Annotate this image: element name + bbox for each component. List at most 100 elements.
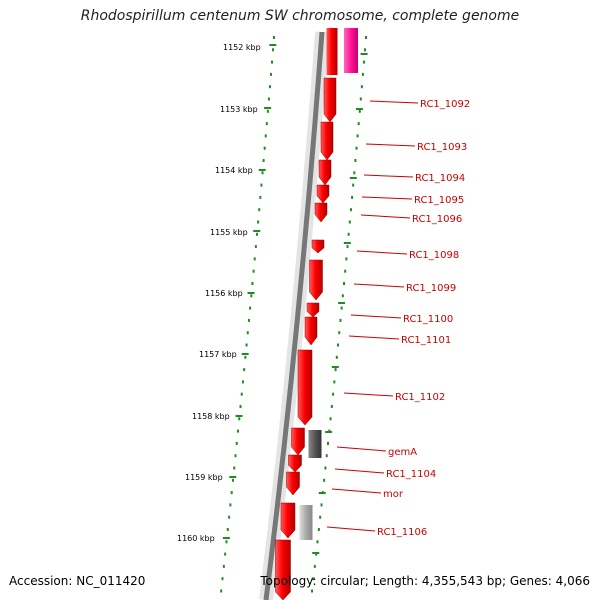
ruler-minor-tick — [250, 294, 253, 298]
outer-ring-tick — [358, 109, 361, 113]
gene-label-rc1-1104[interactable]: RC1_1104 — [386, 469, 436, 480]
gene-label-rc1-1094[interactable]: RC1_1094 — [415, 173, 465, 184]
outer-ring-tick — [362, 60, 365, 64]
leader-line — [369, 100, 419, 104]
outer-ring-tick — [344, 269, 347, 273]
gene-label-rc1-1096[interactable]: RC1_1096 — [412, 214, 462, 225]
leader-line — [343, 392, 394, 397]
ruler-minor-tick — [264, 134, 267, 138]
gene-label-rc1-1102[interactable]: RC1_1102 — [395, 392, 445, 403]
ruler-minor-tick — [221, 577, 224, 581]
outer-ring-tick — [311, 589, 314, 593]
ruler-minor-tick — [235, 441, 238, 445]
outer-ring-tick — [325, 454, 328, 458]
ruler-minor-tick — [222, 564, 225, 568]
gene-label-rc1-1099[interactable]: RC1_1099 — [406, 283, 456, 294]
genome-summary-text: Topology: circular; Length: 4,355,543 bp… — [260, 574, 590, 588]
cds-arrow — [320, 121, 334, 161]
ruler-minor-tick — [265, 122, 268, 126]
gene-label-mor[interactable]: mor — [383, 489, 404, 500]
leader-line — [365, 143, 416, 147]
feature-track — [275, 28, 358, 600]
outer-ring-tick — [353, 171, 356, 175]
ruler-major-tick — [229, 476, 237, 478]
ruler-minor-tick — [273, 36, 275, 39]
ruler-minor-tick — [266, 109, 269, 113]
outer-ring-tick — [329, 417, 332, 421]
outer-ring-tick — [352, 183, 355, 187]
gene-label-rc1-1092[interactable]: RC1_1092 — [420, 99, 470, 110]
leader-line — [356, 250, 408, 255]
ruler-minor-tick — [255, 232, 258, 236]
outer-ring-tick — [337, 343, 340, 347]
ruler-minor-tick — [249, 306, 252, 310]
leader-line — [363, 174, 414, 178]
gene-label-gema[interactable]: gemA — [388, 447, 417, 458]
outer-ring-tick — [319, 515, 322, 519]
outer-ring-tick — [316, 540, 319, 544]
leader-line — [361, 196, 413, 200]
kbp-ruler — [220, 36, 277, 593]
outer-ring-major-tick — [360, 53, 368, 55]
ruler-minor-tick — [271, 48, 274, 52]
gene-label-rc1-1095[interactable]: RC1_1095 — [414, 195, 464, 206]
ruler-minor-tick — [241, 380, 244, 384]
ruler-minor-tick — [252, 269, 255, 273]
outer-ring-tick — [351, 195, 354, 199]
ruler-minor-tick — [220, 589, 223, 593]
gene-label-rc1-1101[interactable]: RC1_1101 — [401, 335, 451, 346]
outer-ring-tick — [348, 220, 351, 224]
ruler-minor-tick — [228, 515, 231, 519]
ruler-major-tick — [241, 353, 249, 355]
ruler-minor-tick — [247, 318, 250, 322]
outer-ring-tick — [357, 122, 360, 126]
ruler-minor-tick — [269, 72, 272, 76]
ruler-minor-tick — [245, 343, 248, 347]
outer-ring-tick — [338, 331, 341, 335]
ruler-minor-tick — [254, 245, 257, 249]
kbp-label: 1160 kbp — [177, 534, 215, 543]
outer-ring-tick — [327, 441, 330, 445]
gema-feature — [308, 430, 322, 458]
ruler-minor-tick — [251, 282, 254, 285]
outer-ring-tick — [340, 306, 343, 310]
outer-ring-major-tick — [331, 366, 339, 368]
leader-line — [336, 446, 387, 452]
outer-ring-tick — [341, 294, 344, 298]
outer-ring-tick — [361, 72, 364, 76]
outer-ring-tick — [312, 577, 315, 581]
ruler-minor-tick — [257, 220, 260, 224]
outer-ring-tick — [355, 146, 358, 150]
leader-line — [331, 488, 382, 494]
gene-label-rc1-1106[interactable]: RC1_1106 — [377, 527, 427, 538]
outer-ring-tick — [330, 405, 333, 408]
outer-ring-tick — [324, 466, 327, 470]
ruler-minor-tick — [229, 503, 232, 507]
backbone-ring — [259, 31, 329, 600]
ruler-minor-tick — [261, 171, 264, 175]
ruler-minor-tick — [260, 183, 263, 187]
outer-ring-tick — [343, 282, 346, 285]
gene-labels: RC1_1092 RC1_1093 RC1_1094 RC1_1095 RC1_… — [326, 99, 470, 538]
ruler-major-tick — [222, 537, 230, 539]
outer-ring-tick — [354, 159, 357, 162]
leader-line — [326, 526, 376, 532]
outer-ring-tick — [334, 368, 337, 372]
kbp-label: 1156 kbp — [205, 289, 243, 298]
cds-arrow — [286, 471, 300, 496]
outer-ring-tick — [332, 392, 335, 396]
outer-ring-tick — [317, 528, 320, 531]
gene-label-rc1-1098[interactable]: RC1_1098 — [409, 250, 459, 261]
cds-arrow — [280, 502, 296, 539]
outer-ring-tick — [360, 85, 363, 89]
leader-line — [348, 335, 400, 340]
kbp-label: 1153 kbp — [220, 105, 258, 114]
gene-label-rc1-1093[interactable]: RC1_1093 — [417, 142, 467, 153]
outer-ring-tick — [339, 318, 342, 322]
ruler-minor-tick — [238, 417, 241, 421]
outer-ring-tick — [345, 257, 348, 261]
outer-ring-major-tick — [325, 431, 333, 433]
gene-label-rc1-1100[interactable]: RC1_1100 — [403, 314, 453, 325]
cds-arrow — [291, 427, 305, 456]
